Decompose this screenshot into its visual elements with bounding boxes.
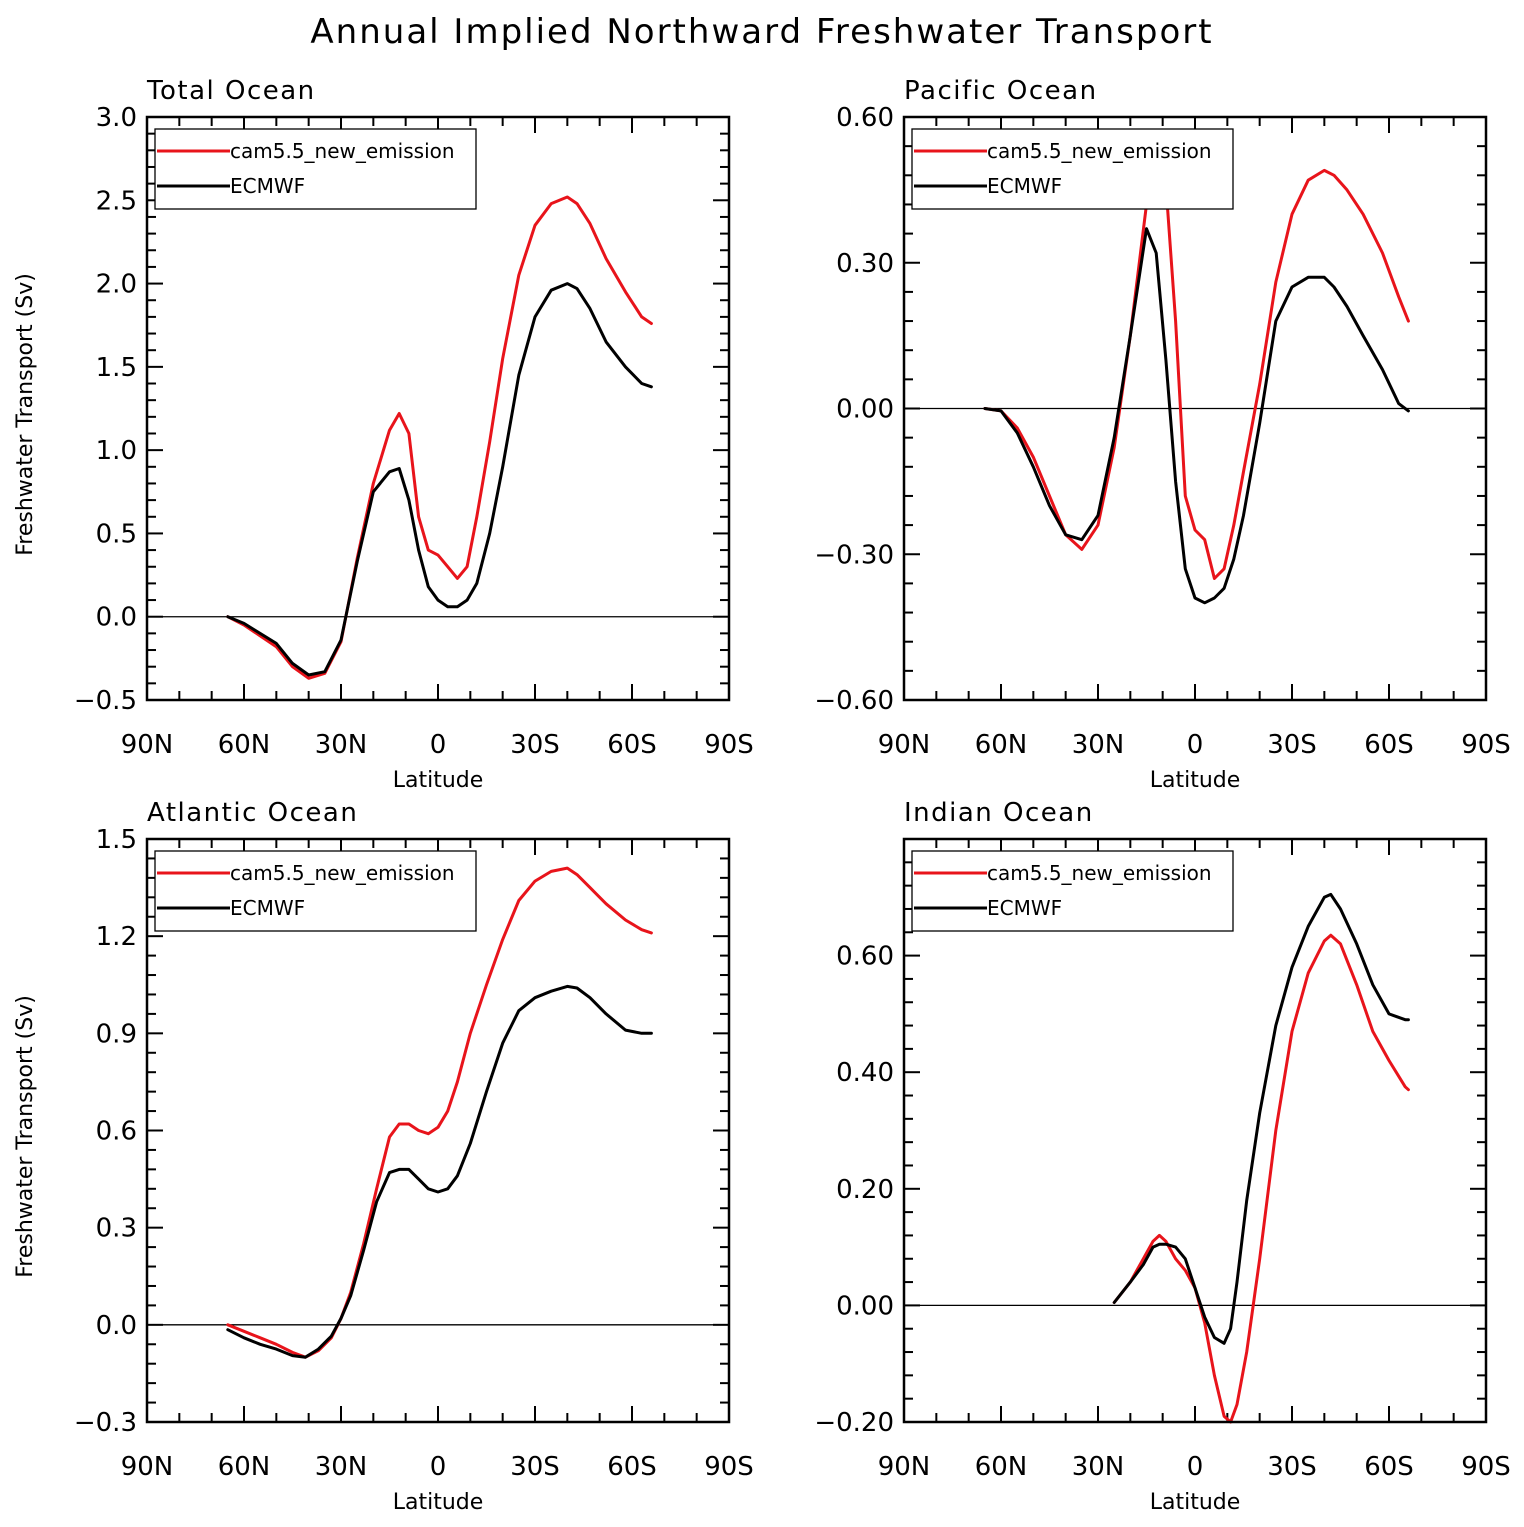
panel-pacific-ocean-xtick-label: 60N [975, 730, 1028, 760]
panel-total-ocean-ytick-label: 0.0 [96, 603, 137, 633]
panel-atlantic-ocean-ylabel: Freshwater Transport (Sv) [13, 995, 38, 1278]
figure-title: Annual Implied Northward Freshwater Tran… [310, 12, 1214, 52]
panel-total-ocean: Total Ocean −0.5 0.0 0.5 1.0 1.5 2.0 2.5 3.0 90N 6… [13, 76, 754, 793]
panel-atlantic-ocean-xtick-label: 60S [607, 1452, 657, 1482]
panel-pacific-ocean-legend-label-cam5-5-new-emission: cam5.5_new_emission [987, 139, 1212, 163]
panel-indian-ocean-xtick-label: 90S [1461, 1452, 1511, 1482]
panel-pacific-ocean-legend: cam5.5_new_emission ECMWF [911, 128, 1234, 210]
panel-total-ocean-legend-box [154, 128, 477, 210]
panel-total-ocean-series-cam5-5-new-emission [226, 195, 653, 680]
panel-atlantic-ocean-xtick-label: 30N [315, 1452, 368, 1482]
panel-total-ocean-xtick-label: 60N [218, 730, 271, 760]
panel-total-ocean-ytick-label: 1.0 [96, 436, 137, 466]
panel-total-ocean-xtick-label: 30N [315, 730, 368, 760]
panel-pacific-ocean-xlabel: Latitude [1150, 768, 1241, 793]
panel-total-ocean-series-ecmwf [226, 282, 653, 677]
panel-indian-ocean-xtick-label: 90N [878, 1452, 931, 1482]
panel-atlantic-ocean-xtick-label: 90S [704, 1452, 754, 1482]
panel-indian-ocean-legend-box [911, 850, 1234, 932]
panel-total-ocean-xtick-label: 90N [121, 730, 174, 760]
panel-total-ocean-xtick-label: 0 [430, 730, 447, 760]
panel-total-ocean-ylabel: Freshwater Transport (Sv) [13, 273, 38, 556]
panel-indian-ocean: Indian Ocean −0.20 0.00 0.20 0.40 0.60 90N 60N 3… [814, 798, 1510, 1515]
panel-pacific-ocean-ytick-label: −0.60 [814, 686, 894, 716]
panel-total-ocean-title: Total Ocean [146, 76, 316, 106]
panel-indian-ocean-xtick-label: 30N [1072, 1452, 1125, 1482]
panel-indian-ocean-ytick-label: −0.20 [814, 1408, 894, 1438]
panel-atlantic-ocean-xtick-label: 90N [121, 1452, 174, 1482]
panel-atlantic-ocean-series-ecmwf [226, 984, 653, 1359]
panel-pacific-ocean-series-cam5-5-new-emission [983, 154, 1410, 580]
panel-total-ocean-ytick-label: −0.5 [74, 686, 137, 716]
panel-indian-ocean-title: Indian Ocean [904, 798, 1094, 828]
panel-indian-ocean-xtick-label: 60N [975, 1452, 1028, 1482]
panel-indian-ocean-legend-label-cam5-5-new-emission: cam5.5_new_emission [987, 861, 1212, 885]
panel-atlantic-ocean-legend: cam5.5_new_emission ECMWF [154, 850, 477, 932]
panel-total-ocean-ytick-label: 2.0 [96, 270, 137, 300]
panel-indian-ocean-ytick-label: 0.40 [836, 1058, 894, 1088]
panel-pacific-ocean-title: Pacific Ocean [904, 76, 1098, 106]
panel-pacific-ocean-xtick-label: 30S [1267, 730, 1317, 760]
panel-total-ocean-xtick-label: 60S [607, 730, 657, 760]
panel-pacific-ocean-ytick-label: −0.30 [814, 540, 894, 570]
panel-pacific-ocean-frame [902, 115, 1488, 702]
panel-atlantic-ocean-ytick-label: −0.3 [74, 1408, 137, 1438]
panel-total-ocean-legend-label-cam5-5-new-emission: cam5.5_new_emission [230, 139, 455, 163]
panel-total-ocean-xtick-label: 90S [704, 730, 754, 760]
panel-total-ocean-xlabel: Latitude [393, 768, 484, 793]
panel-indian-ocean-ytick-label: 0.00 [836, 1291, 894, 1321]
panel-atlantic-ocean-legend-label-ecmwf: ECMWF [230, 896, 305, 920]
panel-atlantic-ocean-frame [145, 837, 731, 1424]
panel-atlantic-ocean-ytick-label: 0.9 [96, 1019, 137, 1049]
panel-total-ocean-legend: cam5.5_new_emission ECMWF [154, 128, 477, 210]
panel-atlantic-ocean-series-cam5-5-new-emission [226, 866, 653, 1359]
panel-pacific-ocean-xtick-label: 60S [1364, 730, 1414, 760]
panel-atlantic-ocean-ytick-label: 0.6 [96, 1117, 137, 1147]
panel-pacific-ocean-ytick-label: 0.00 [836, 395, 894, 425]
panel-indian-ocean-frame [902, 837, 1488, 1424]
panel-pacific-ocean-xtick-label: 30N [1072, 730, 1125, 760]
panel-pacific-ocean-ytick-label: 0.60 [836, 103, 894, 133]
panel-indian-ocean-legend: cam5.5_new_emission ECMWF [911, 850, 1234, 932]
panel-total-ocean-xtick-label: 30S [510, 730, 560, 760]
panel-pacific-ocean-xtick-label: 0 [1187, 730, 1204, 760]
panel-atlantic-ocean-ytick-label: 1.2 [96, 922, 137, 952]
panel-atlantic-ocean-xlabel: Latitude [393, 1490, 484, 1515]
panel-total-ocean-ytick-label: 3.0 [96, 103, 137, 133]
panel-atlantic-ocean-ytick-label: 1.5 [96, 825, 137, 855]
panel-total-ocean-ytick-label: 2.5 [96, 186, 137, 216]
panel-pacific-ocean-legend-box [911, 128, 1234, 210]
panel-indian-ocean-xtick-label: 30S [1267, 1452, 1317, 1482]
panel-pacific-ocean-series-ecmwf [983, 227, 1410, 605]
panel-pacific-ocean: Pacific Ocean −0.60 −0.30 0.00 0.30 0.60 90N 60… [814, 76, 1510, 793]
panel-indian-ocean-xtick-label: 60S [1364, 1452, 1414, 1482]
panel-indian-ocean-ytick-label: 0.20 [836, 1175, 894, 1205]
panel-atlantic-ocean-legend-box [154, 850, 477, 932]
panel-total-ocean-frame [145, 115, 731, 702]
panel-total-ocean-ytick-label: 0.5 [96, 519, 137, 549]
panel-total-ocean-ytick-label: 1.5 [96, 353, 137, 383]
panel-atlantic-ocean-title: Atlantic Ocean [147, 798, 358, 828]
panel-pacific-ocean-xtick-label: 90S [1461, 730, 1511, 760]
panel-atlantic-ocean-xtick-label: 60N [218, 1452, 271, 1482]
panel-indian-ocean-xtick-label: 0 [1187, 1452, 1204, 1482]
panel-indian-ocean-series-cam5-5-new-emission [1112, 933, 1410, 1424]
panel-atlantic-ocean-ytick-label: 0.0 [96, 1311, 137, 1341]
panel-atlantic-ocean-xtick-label: 0 [430, 1452, 447, 1482]
panel-indian-ocean-ytick-label: 0.60 [836, 942, 894, 972]
panel-indian-ocean-legend-label-ecmwf: ECMWF [987, 896, 1062, 920]
panel-pacific-ocean-xtick-label: 90N [878, 730, 931, 760]
panel-pacific-ocean-legend-label-ecmwf: ECMWF [987, 174, 1062, 198]
panel-atlantic-ocean-xtick-label: 30S [510, 1452, 560, 1482]
panel-total-ocean-legend-label-ecmwf: ECMWF [230, 174, 305, 198]
panel-atlantic-ocean-legend-label-cam5-5-new-emission: cam5.5_new_emission [230, 861, 455, 885]
panel-indian-ocean-xlabel: Latitude [1150, 1490, 1241, 1515]
panel-atlantic-ocean-ytick-label: 0.3 [96, 1214, 137, 1244]
panel-atlantic-ocean: Atlantic Ocean −0.3 0.0 0.3 0.6 0.9 1.2 1.5 90N 6… [13, 798, 754, 1515]
panel-indian-ocean-series-ecmwf [1112, 892, 1410, 1345]
panel-pacific-ocean-ytick-label: 0.30 [836, 249, 894, 279]
